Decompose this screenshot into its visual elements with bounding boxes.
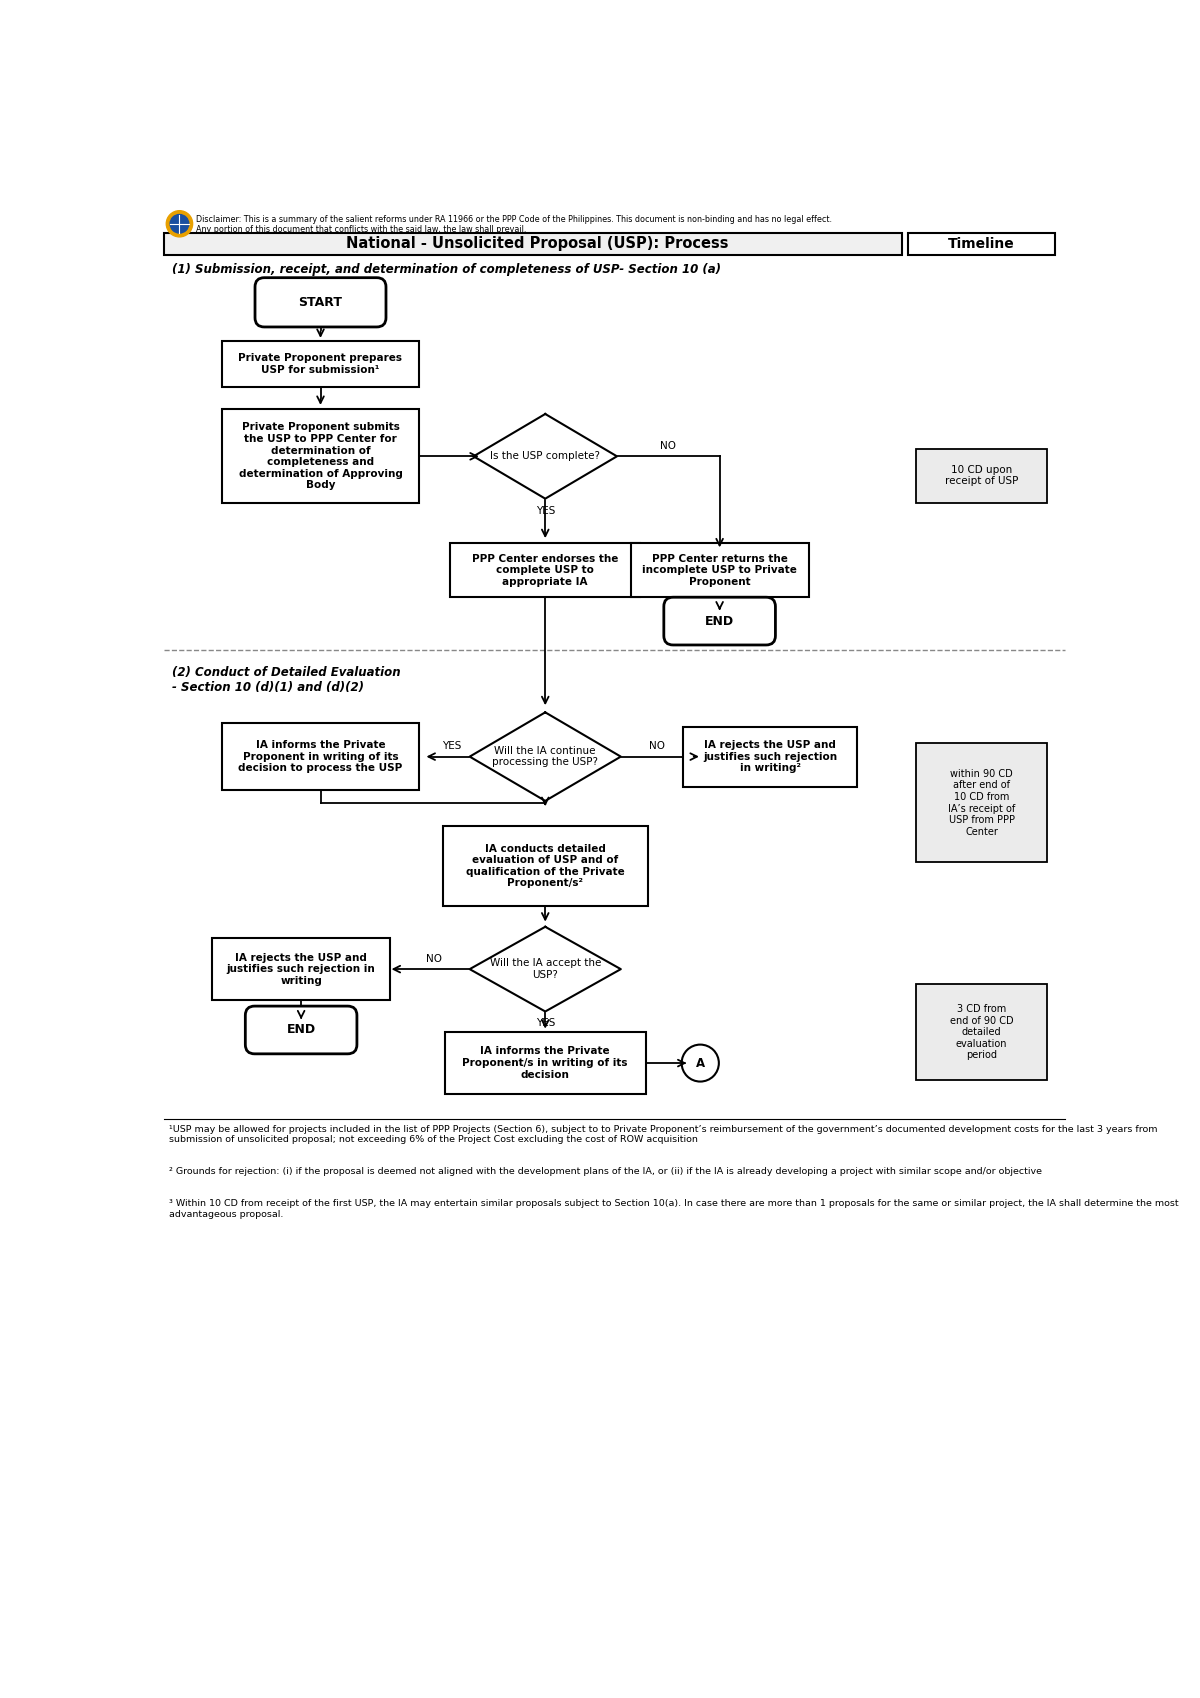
- Bar: [908, 233, 1055, 255]
- FancyBboxPatch shape: [664, 598, 775, 645]
- FancyBboxPatch shape: [245, 1007, 356, 1054]
- Text: IA rejects the USP and
justifies such rejection in
writing: IA rejects the USP and justifies such re…: [227, 953, 376, 987]
- Text: 10 CD upon
receipt of USP: 10 CD upon receipt of USP: [944, 465, 1019, 486]
- Polygon shape: [474, 414, 617, 499]
- Text: PPP Center returns the
incomplete USP to Private
Proponent: PPP Center returns the incomplete USP to…: [642, 554, 797, 588]
- Text: Will the IA accept the
USP?: Will the IA accept the USP?: [490, 958, 601, 980]
- Circle shape: [682, 1044, 719, 1082]
- Text: Is the USP complete?: Is the USP complete?: [491, 452, 600, 462]
- Text: YES: YES: [442, 742, 461, 751]
- Text: National - Unsolicited Proposal (USP): Process: National - Unsolicited Proposal (USP): P…: [347, 236, 728, 251]
- Bar: [916, 744, 1048, 863]
- Text: NO: NO: [649, 742, 665, 751]
- Text: Will the IA continue
processing the USP?: Will the IA continue processing the USP?: [492, 745, 599, 767]
- Text: 3 CD from
end of 90 CD
detailed
evaluation
period: 3 CD from end of 90 CD detailed evaluati…: [949, 1004, 1013, 1061]
- Bar: [443, 825, 648, 907]
- Bar: [916, 448, 1048, 503]
- Bar: [164, 233, 901, 255]
- Text: START: START: [299, 295, 342, 309]
- FancyBboxPatch shape: [256, 278, 386, 328]
- Bar: [222, 723, 419, 791]
- Polygon shape: [469, 927, 620, 1012]
- Text: within 90 CD
after end of
10 CD from
IA’s receipt of
USP from PPP
Center: within 90 CD after end of 10 CD from IA’…: [948, 769, 1015, 837]
- Text: IA rejects the USP and
justifies such rejection
in writing²: IA rejects the USP and justifies such re…: [703, 740, 838, 773]
- Text: Timeline: Timeline: [948, 236, 1015, 251]
- Text: END: END: [287, 1024, 316, 1036]
- Text: YES: YES: [535, 506, 554, 516]
- Text: IA conducts detailed
evaluation of USP and of
qualification of the Private
Propo: IA conducts detailed evaluation of USP a…: [466, 844, 625, 888]
- Text: IA informs the Private
Proponent/s in writing of its
decision: IA informs the Private Proponent/s in wr…: [462, 1046, 628, 1080]
- Text: NO: NO: [660, 441, 677, 452]
- Circle shape: [167, 211, 193, 236]
- Circle shape: [170, 214, 188, 233]
- Bar: [450, 543, 640, 598]
- Polygon shape: [469, 713, 620, 801]
- Bar: [222, 409, 419, 503]
- Bar: [222, 341, 419, 387]
- Text: ¹USP may be allowed for projects included in the list of PPP Projects (Section 6: ¹USP may be allowed for projects include…: [169, 1124, 1158, 1144]
- Text: YES: YES: [535, 1017, 554, 1027]
- Text: PPP Center endorses the
complete USP to
appropriate IA: PPP Center endorses the complete USP to …: [472, 554, 618, 588]
- Text: (2) Conduct of Detailed Evaluation
- Section 10 (d)(1) and (d)(2): (2) Conduct of Detailed Evaluation - Sec…: [172, 666, 401, 694]
- Bar: [683, 727, 857, 786]
- Text: (1) Submission, receipt, and determination of completeness of USP- Section 10 (a: (1) Submission, receipt, and determinati…: [172, 263, 721, 277]
- Bar: [444, 1032, 646, 1094]
- Text: Disclaimer: This is a summary of the salient reforms under RA 11966 or the PPP C: Disclaimer: This is a summary of the sal…: [197, 214, 833, 224]
- Text: NO: NO: [426, 954, 442, 964]
- Text: ³ Within 10 CD from receipt of the first USP, the IA may entertain similar propo: ³ Within 10 CD from receipt of the first…: [169, 1199, 1178, 1219]
- Text: IA informs the Private
Proponent in writing of its
decision to process the USP: IA informs the Private Proponent in writ…: [239, 740, 403, 773]
- Text: A: A: [696, 1056, 704, 1070]
- Bar: [212, 939, 390, 1000]
- Bar: [916, 985, 1048, 1080]
- Text: Private Proponent submits
the USP to PPP Center for
determination of
completenes: Private Proponent submits the USP to PPP…: [239, 423, 402, 491]
- Text: END: END: [706, 615, 734, 628]
- Text: Any portion of this document that conflicts with the said law, the law shall pre: Any portion of this document that confli…: [197, 224, 527, 234]
- Bar: [630, 543, 809, 598]
- Text: ² Grounds for rejection: (i) if the proposal is deemed not aligned with the deve: ² Grounds for rejection: (i) if the prop…: [169, 1167, 1043, 1177]
- Text: Private Proponent prepares
USP for submission¹: Private Proponent prepares USP for submi…: [239, 353, 402, 375]
